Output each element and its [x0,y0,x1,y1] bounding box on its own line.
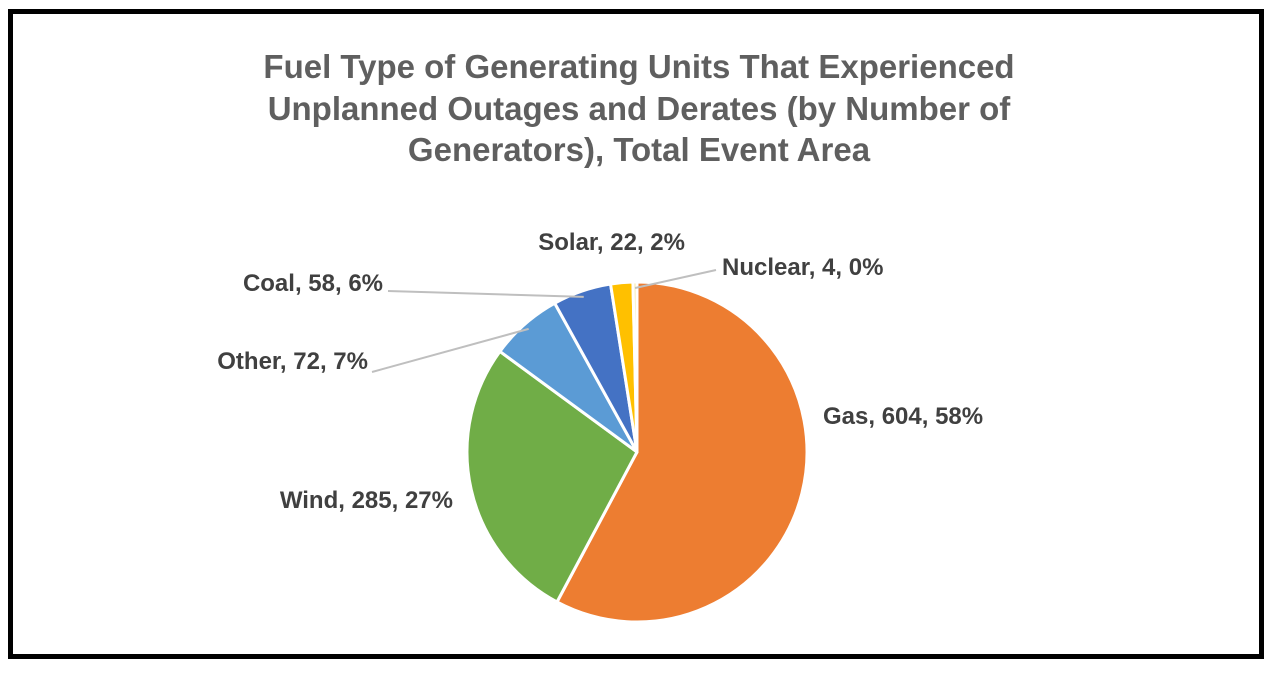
chart-title: Fuel Type of Generating Units That Exper… [263,48,1015,169]
slice-label-coal: Coal, 58, 6% [243,270,383,297]
leader-line-coal [387,290,584,298]
leader-line-other [371,327,529,373]
pie-slice-gas [555,280,809,624]
slice-label-gas: Gas, 604, 58% [823,403,983,430]
pie-slices [465,280,809,624]
pie-slice-nuclear [631,280,639,454]
leader-line-nuclear [634,269,717,289]
slice-label-nuclear: Nuclear, 4, 0% [722,254,883,281]
leader-lines [371,269,717,373]
slice-label-wind: Wind, 285, 27% [280,487,453,514]
slice-label-solar: Solar, 22, 2% [538,229,685,256]
slice-label-other: Other, 72, 7% [217,348,368,375]
pie-slice-wind [465,349,639,604]
slice-labels: Gas, 604, 58% Wind, 285, 27% Other, 72, 7%… [217,229,983,514]
